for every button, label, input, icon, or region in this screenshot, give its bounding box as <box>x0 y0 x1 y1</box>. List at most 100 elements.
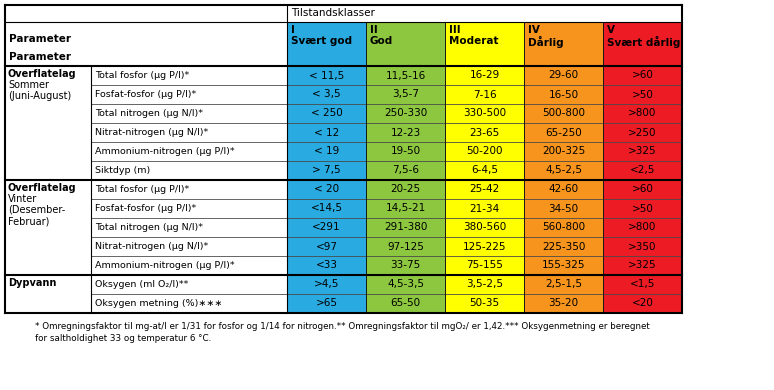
Text: Tilstandsklasser: Tilstandsklasser <box>291 9 375 18</box>
Text: < 250: < 250 <box>310 108 342 119</box>
Bar <box>524 161 603 180</box>
Text: Nitrat-nitrogen (µg N/l)*: Nitrat-nitrogen (µg N/l)* <box>95 242 208 251</box>
Bar <box>5 5 287 22</box>
Text: Total fosfor (µg P/l)*: Total fosfor (µg P/l)* <box>95 71 190 80</box>
Bar <box>287 66 366 85</box>
Text: Total nitrogen (µg N/l)*: Total nitrogen (µg N/l)* <box>95 223 203 232</box>
Bar <box>366 180 445 199</box>
Text: 3,5-7: 3,5-7 <box>392 89 419 99</box>
Text: 7-16: 7-16 <box>473 89 496 99</box>
Text: 50-200: 50-200 <box>466 147 503 156</box>
Text: IV: IV <box>528 25 540 35</box>
Bar <box>287 104 366 123</box>
Text: Overflatelag: Overflatelag <box>8 183 77 193</box>
Text: 330-500: 330-500 <box>463 108 506 119</box>
Text: 500-800: 500-800 <box>542 108 585 119</box>
Text: Parameter: Parameter <box>9 34 71 44</box>
Text: 35-20: 35-20 <box>549 298 578 308</box>
Text: > 7,5: > 7,5 <box>312 165 341 176</box>
Bar <box>524 104 603 123</box>
Text: >325: >325 <box>628 261 657 271</box>
Text: Oksygen (ml O₂/l)**: Oksygen (ml O₂/l)** <box>95 280 188 289</box>
Bar <box>603 237 682 256</box>
Bar <box>287 199 366 218</box>
Text: III: III <box>449 25 461 35</box>
Text: 75-155: 75-155 <box>466 261 503 271</box>
Bar <box>445 66 524 85</box>
Bar <box>524 180 603 199</box>
Bar <box>366 275 445 294</box>
Bar <box>287 275 366 294</box>
Text: >350: >350 <box>628 241 657 252</box>
Bar <box>91 218 287 237</box>
Text: <291: <291 <box>312 223 341 232</box>
Text: 29-60: 29-60 <box>549 71 578 80</box>
Text: Ammonium-nitrogen (µg P/l)*: Ammonium-nitrogen (µg P/l)* <box>95 261 235 270</box>
Bar <box>91 85 287 104</box>
Bar <box>603 142 682 161</box>
Text: Svært dårlig: Svært dårlig <box>607 36 680 48</box>
Text: 225-350: 225-350 <box>542 241 585 252</box>
Bar <box>603 256 682 275</box>
Bar <box>366 142 445 161</box>
Bar <box>603 161 682 180</box>
Bar <box>524 294 603 313</box>
Text: Fosfat-fosfor (µg P/l)*: Fosfat-fosfor (µg P/l)* <box>95 204 197 213</box>
Text: 33-75: 33-75 <box>390 261 420 271</box>
Bar <box>287 85 366 104</box>
Text: < 19: < 19 <box>314 147 339 156</box>
Text: 34-50: 34-50 <box>549 204 578 213</box>
Bar <box>524 142 603 161</box>
Text: 25-42: 25-42 <box>469 184 500 195</box>
Text: 11,5-16: 11,5-16 <box>385 71 426 80</box>
Text: 4,5-2,5: 4,5-2,5 <box>545 165 582 176</box>
Text: 4,5-3,5: 4,5-3,5 <box>387 280 424 289</box>
Bar <box>524 123 603 142</box>
Bar <box>366 85 445 104</box>
Text: < 3,5: < 3,5 <box>312 89 341 99</box>
Bar <box>366 256 445 275</box>
Text: 12-23: 12-23 <box>390 128 420 138</box>
Bar <box>524 275 603 294</box>
Bar <box>5 66 91 180</box>
Text: 14,5-21: 14,5-21 <box>385 204 426 213</box>
Text: Total nitrogen (µg N/l)*: Total nitrogen (µg N/l)* <box>95 109 203 118</box>
Bar <box>445 104 524 123</box>
Bar <box>366 123 445 142</box>
Text: >60: >60 <box>632 71 653 80</box>
Text: 16-50: 16-50 <box>549 89 578 99</box>
Text: Dårlig: Dårlig <box>528 36 563 48</box>
Text: <1,5: <1,5 <box>630 280 655 289</box>
Text: 97-125: 97-125 <box>387 241 424 252</box>
Text: God: God <box>370 36 393 46</box>
Text: 65-50: 65-50 <box>390 298 420 308</box>
Bar <box>366 218 445 237</box>
Bar <box>91 294 287 313</box>
Bar <box>603 294 682 313</box>
Bar <box>91 142 287 161</box>
Bar <box>524 218 603 237</box>
Text: Siktdyp (m): Siktdyp (m) <box>95 166 150 175</box>
Text: 42-60: 42-60 <box>549 184 578 195</box>
Bar <box>603 180 682 199</box>
Text: 21-34: 21-34 <box>469 204 500 213</box>
Bar <box>366 104 445 123</box>
Bar <box>524 256 603 275</box>
Text: >4,5: >4,5 <box>313 280 339 289</box>
Bar <box>287 22 366 66</box>
Bar <box>366 199 445 218</box>
Text: < 12: < 12 <box>314 128 339 138</box>
Text: 20-25: 20-25 <box>390 184 420 195</box>
Text: 50-35: 50-35 <box>470 298 499 308</box>
Bar <box>524 199 603 218</box>
Bar <box>366 66 445 85</box>
Text: >65: >65 <box>316 298 337 308</box>
Bar <box>445 161 524 180</box>
Bar <box>287 123 366 142</box>
Text: (Desember-: (Desember- <box>8 205 65 215</box>
Bar <box>366 161 445 180</box>
Text: 7,5-6: 7,5-6 <box>392 165 419 176</box>
Bar <box>445 123 524 142</box>
Text: 3,5-2,5: 3,5-2,5 <box>466 280 503 289</box>
Bar <box>91 180 287 199</box>
